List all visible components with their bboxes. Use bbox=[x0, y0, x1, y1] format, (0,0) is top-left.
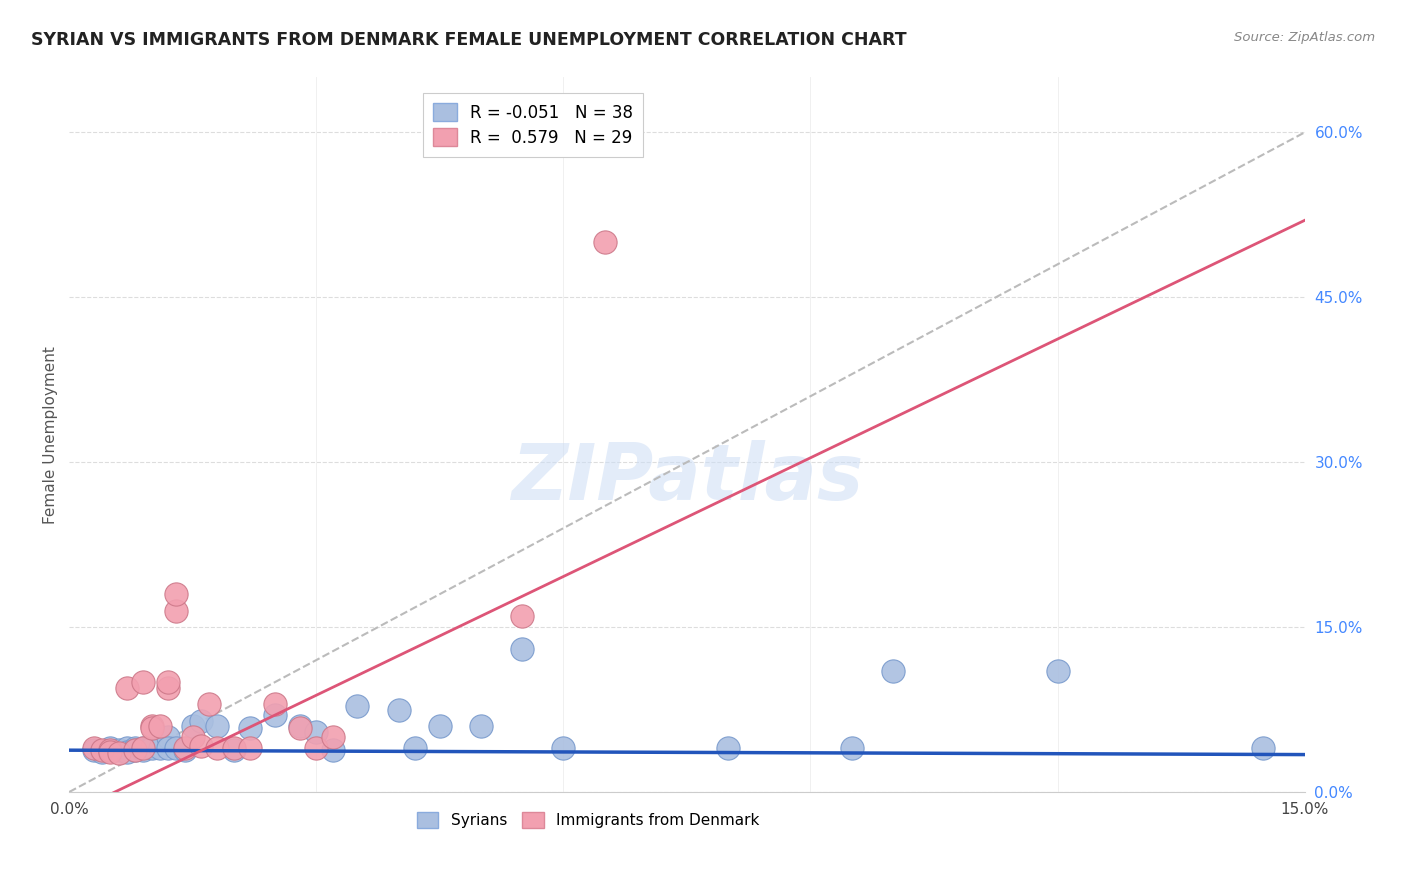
Point bbox=[141, 719, 163, 733]
Point bbox=[132, 741, 155, 756]
Point bbox=[305, 741, 328, 756]
Text: Source: ZipAtlas.com: Source: ZipAtlas.com bbox=[1234, 31, 1375, 45]
Point bbox=[717, 741, 740, 756]
Point bbox=[510, 642, 533, 657]
Point bbox=[198, 697, 221, 711]
Point bbox=[429, 719, 451, 733]
Point bbox=[115, 745, 138, 759]
Point bbox=[124, 743, 146, 757]
Point bbox=[115, 681, 138, 695]
Point bbox=[132, 741, 155, 756]
Point bbox=[91, 743, 114, 757]
Point bbox=[83, 743, 105, 757]
Point bbox=[173, 741, 195, 756]
Point bbox=[91, 745, 114, 759]
Point bbox=[239, 721, 262, 735]
Point bbox=[157, 730, 180, 744]
Point bbox=[124, 741, 146, 756]
Point bbox=[190, 739, 212, 753]
Point bbox=[141, 739, 163, 753]
Text: SYRIAN VS IMMIGRANTS FROM DENMARK FEMALE UNEMPLOYMENT CORRELATION CHART: SYRIAN VS IMMIGRANTS FROM DENMARK FEMALE… bbox=[31, 31, 907, 49]
Point bbox=[510, 609, 533, 624]
Point bbox=[173, 743, 195, 757]
Point bbox=[115, 741, 138, 756]
Point bbox=[100, 745, 122, 759]
Point bbox=[165, 604, 187, 618]
Point bbox=[305, 724, 328, 739]
Point bbox=[388, 702, 411, 716]
Point bbox=[264, 708, 287, 723]
Point bbox=[207, 719, 229, 733]
Y-axis label: Female Unemployment: Female Unemployment bbox=[44, 346, 58, 524]
Point bbox=[165, 741, 187, 756]
Point bbox=[124, 743, 146, 757]
Point bbox=[141, 741, 163, 756]
Point bbox=[882, 664, 904, 678]
Point bbox=[222, 743, 245, 757]
Point bbox=[107, 743, 129, 757]
Point bbox=[181, 719, 204, 733]
Point bbox=[239, 741, 262, 756]
Legend: Syrians, Immigrants from Denmark: Syrians, Immigrants from Denmark bbox=[411, 805, 765, 834]
Point bbox=[165, 587, 187, 601]
Point bbox=[107, 747, 129, 761]
Point bbox=[470, 719, 492, 733]
Point bbox=[207, 741, 229, 756]
Point bbox=[100, 741, 122, 756]
Point bbox=[222, 741, 245, 756]
Point bbox=[157, 681, 180, 695]
Point bbox=[553, 741, 575, 756]
Point bbox=[841, 741, 863, 756]
Point bbox=[288, 721, 311, 735]
Point bbox=[322, 743, 344, 757]
Point bbox=[83, 741, 105, 756]
Point bbox=[593, 235, 616, 250]
Point bbox=[404, 741, 426, 756]
Point bbox=[157, 675, 180, 690]
Point bbox=[264, 697, 287, 711]
Point bbox=[157, 741, 180, 756]
Point bbox=[132, 743, 155, 757]
Point bbox=[322, 730, 344, 744]
Point bbox=[346, 699, 368, 714]
Text: ZIPatlas: ZIPatlas bbox=[510, 440, 863, 516]
Point bbox=[132, 675, 155, 690]
Point bbox=[149, 741, 172, 756]
Point bbox=[288, 719, 311, 733]
Point bbox=[190, 714, 212, 728]
Point bbox=[181, 730, 204, 744]
Point bbox=[1253, 741, 1275, 756]
Point bbox=[1046, 664, 1069, 678]
Point bbox=[100, 743, 122, 757]
Point bbox=[149, 719, 172, 733]
Point bbox=[141, 721, 163, 735]
